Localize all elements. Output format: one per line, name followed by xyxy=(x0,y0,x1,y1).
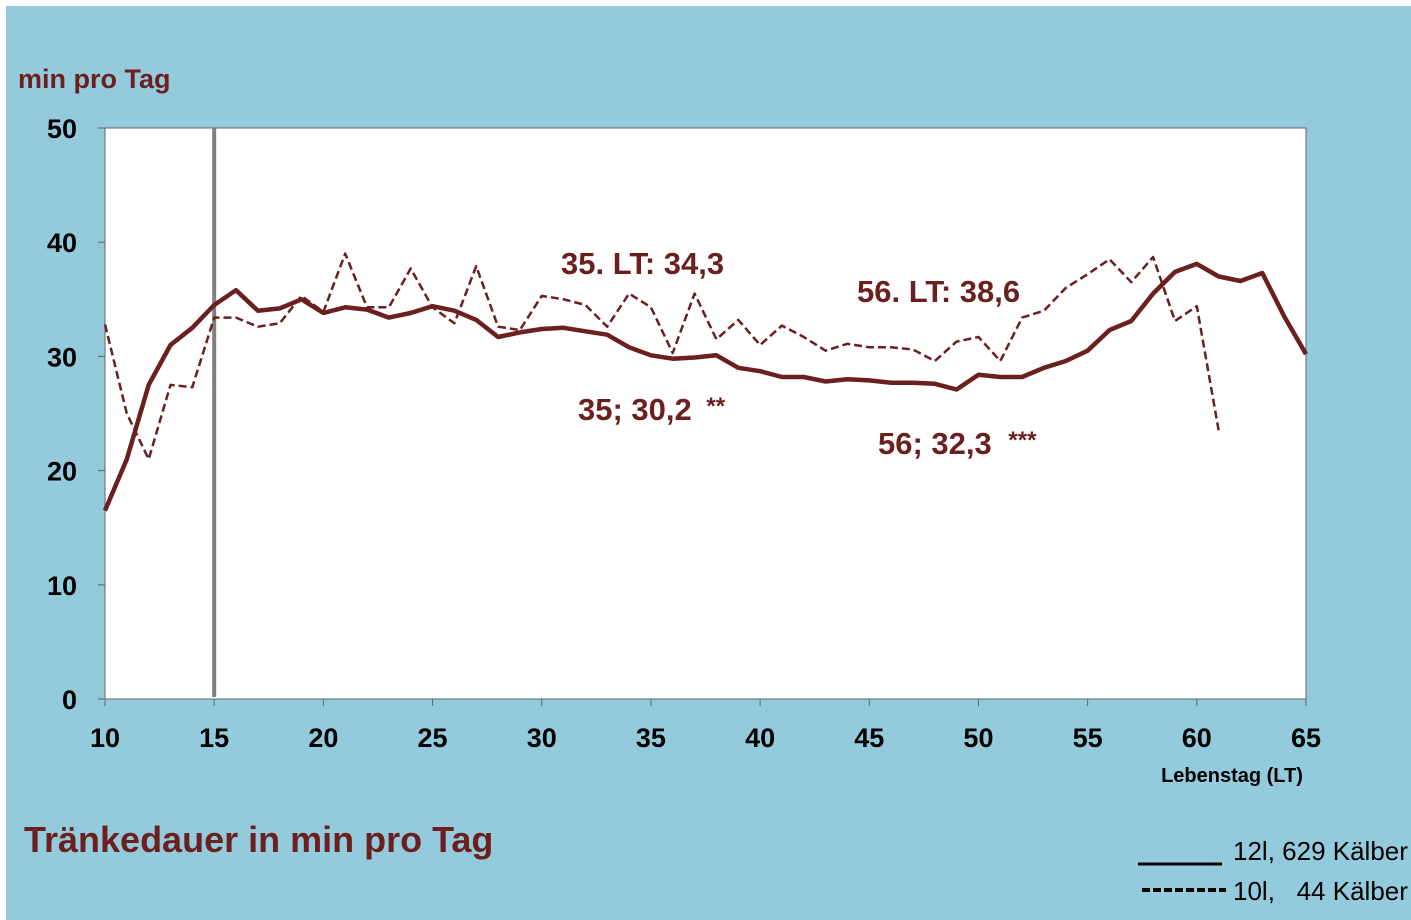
x-tick-label: 10 xyxy=(90,723,120,753)
x-tick-label: 15 xyxy=(199,723,229,753)
chart-title: Tränkedauer in min pro Tag xyxy=(24,819,493,860)
y-tick-label: 50 xyxy=(47,114,77,144)
series-layer xyxy=(102,252,1308,512)
annotation-solid-day35: 35; 30,2 ** xyxy=(578,392,726,427)
series-line-10l xyxy=(103,252,1220,461)
x-tick-label: 30 xyxy=(527,723,557,753)
annotation-solid-day56-stars: *** xyxy=(1008,427,1037,454)
annotation-solid-day35-value: 35; 30,2 xyxy=(578,392,692,427)
legend-dashed-label: 10l, 44 Kälber xyxy=(1233,876,1408,906)
series-line-12l xyxy=(102,261,1308,512)
legend: 12l, 629 Kälber 10l, 44 Kälber xyxy=(1138,836,1408,906)
x-tick-label: 65 xyxy=(1291,723,1321,753)
chart: min pro Tag 0 10 20 30 40 50 10 15 20 25 30 35 40 45… xyxy=(18,64,1408,906)
x-tick-label: 40 xyxy=(745,723,775,753)
y-tick-label: 30 xyxy=(47,342,77,372)
plot-area xyxy=(104,127,1307,700)
y-tick-label: 10 xyxy=(47,571,77,601)
x-tick-label: 20 xyxy=(308,723,338,753)
slide-background: min pro Tag 0 10 20 30 40 50 10 15 20 25 30 35 40 45… xyxy=(6,6,1411,920)
x-ticks: 10 15 20 25 30 35 40 45 50 55 60 65 xyxy=(90,699,1321,753)
x-tick-label: 45 xyxy=(854,723,884,753)
y-tick-label: 40 xyxy=(47,228,77,258)
annotation-solid-day35-stars: ** xyxy=(706,393,725,420)
legend-solid-label: 12l, 629 Kälber xyxy=(1233,836,1408,866)
x-tick-label: 50 xyxy=(963,723,993,753)
annotation-solid-day56: 56; 32,3 *** xyxy=(878,426,1037,461)
x-tick-label: 25 xyxy=(418,723,448,753)
annotation-solid-day56-value: 56; 32,3 xyxy=(878,426,992,461)
y-axis-label: min pro Tag xyxy=(18,64,171,94)
x-axis-label: Lebenstag (LT) xyxy=(1161,765,1303,787)
y-tick-label: 20 xyxy=(47,457,77,487)
x-tick-label: 35 xyxy=(636,723,666,753)
y-tick-label: 0 xyxy=(62,685,77,715)
annotation-dashed-day56: 56. LT: 38,6 xyxy=(857,274,1020,309)
x-tick-label: 60 xyxy=(1182,723,1212,753)
x-tick-label: 55 xyxy=(1073,723,1103,753)
annotation-dashed-day35: 35. LT: 34,3 xyxy=(561,246,724,281)
y-ticks: 0 10 20 30 40 50 xyxy=(47,114,105,715)
